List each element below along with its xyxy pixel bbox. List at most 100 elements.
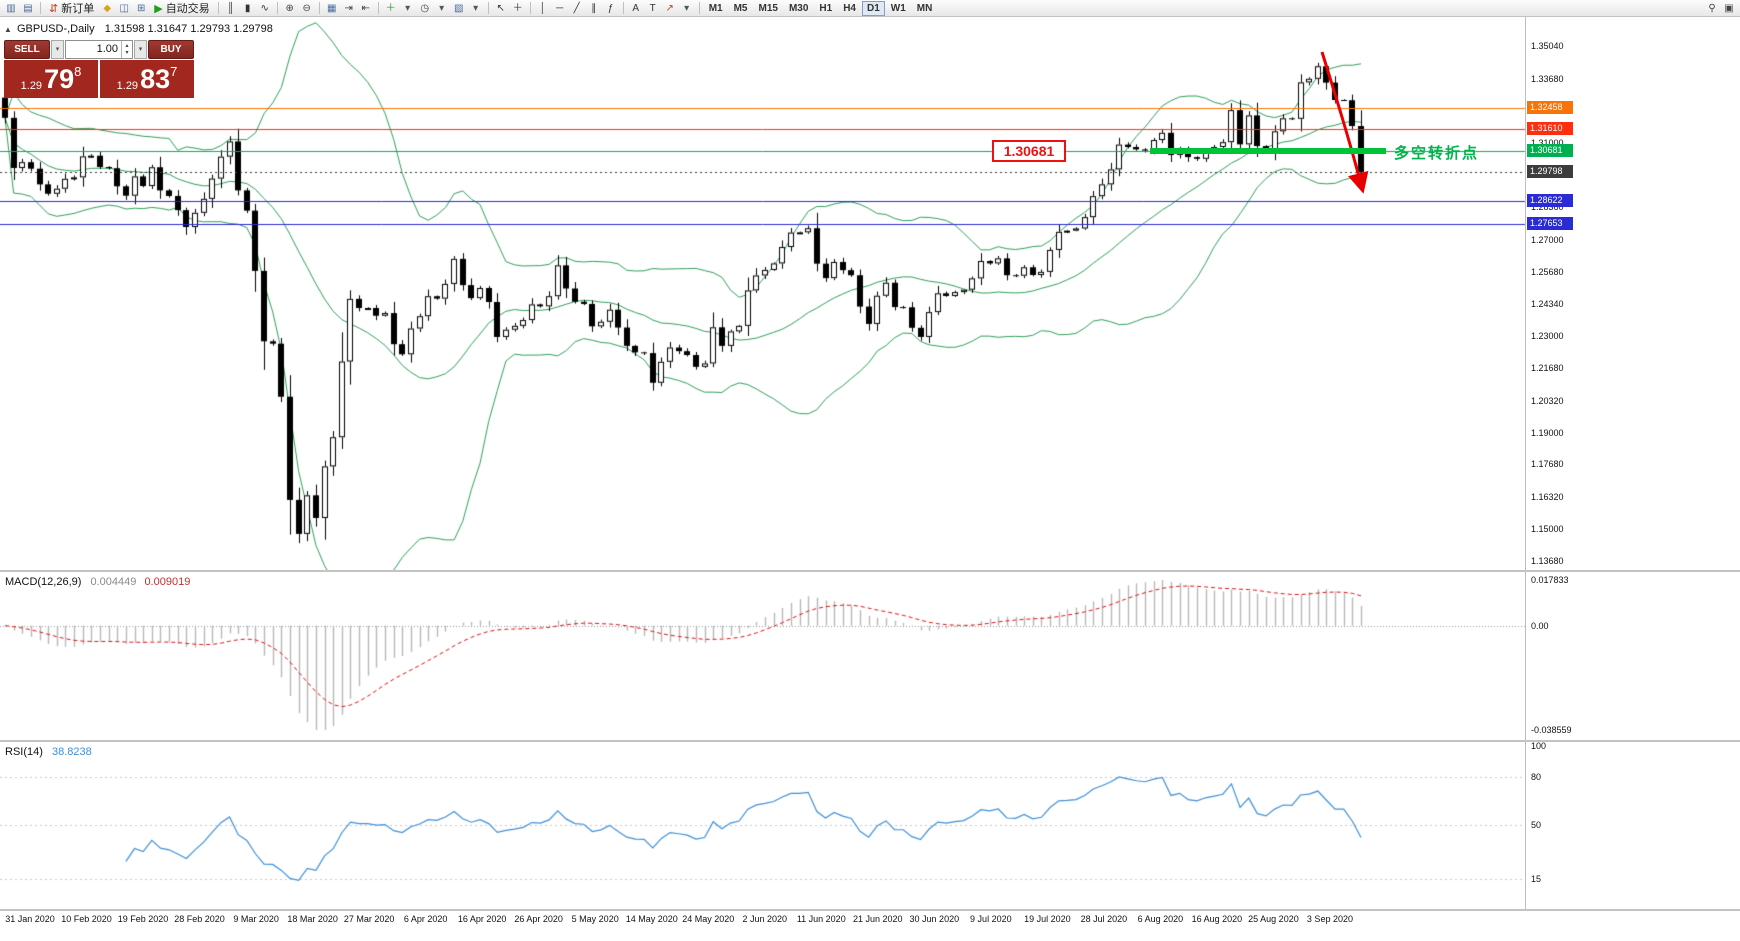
rsi-value: 38.8238 [51,746,92,758]
data-window-icon[interactable]: ◫ [119,2,129,14]
timeframe-button-m30[interactable]: M30 [788,2,809,14]
buy-price-sup: 7 [170,64,178,79]
zoom-out-icon[interactable]: ⊖ [302,2,311,14]
axis-tick: 0.00 [1531,620,1549,631]
pivot-level-line[interactable] [1150,148,1386,154]
price-axis-separator [1525,17,1526,911]
macd-name: MACD(12,26,9) [5,576,82,588]
stepper-down-icon[interactable]: ▾ [125,49,129,56]
rsi-name: RSI(14) [5,746,43,758]
timeframe-button-w1[interactable]: W1 [890,2,906,14]
zoom-in-icon[interactable]: ⊕ [285,2,294,14]
toolbar-separator [529,2,531,14]
pivot-price-callout[interactable]: 1.30681 [992,140,1066,162]
timeframe-button-m5[interactable]: M5 [733,2,748,14]
autotrading-button-icon: ▶ [154,2,163,15]
rsi-panel-canvas[interactable] [0,742,1527,909]
date-tick: 30 Jun 2020 [909,914,960,924]
trendline-icon[interactable]: ╱ [573,2,580,14]
volume-stepper[interactable]: ▴ ▾ [121,41,132,58]
tile-windows-icon[interactable]: ▦ [326,2,337,14]
toolbar-separator [377,2,379,14]
timeframe-button-d1[interactable]: D1 [862,0,885,16]
templates-dropdown-icon[interactable]: ▾ [473,2,479,14]
volume-input[interactable]: 1.00 ▴ ▾ [65,40,133,59]
timeframe-button-m15[interactable]: M15 [758,2,778,14]
bar-chart-icon[interactable]: ║ [227,2,235,14]
arrow-tools-icon[interactable]: ↗ [665,2,674,14]
axis-tick: 1.27000 [1531,234,1564,245]
toolbar-separator [622,2,624,14]
chart-shift-icon[interactable]: ⇤ [361,2,370,14]
channel-icon[interactable]: ∥ [591,2,597,14]
date-tick: 19 Feb 2020 [117,914,169,924]
line-chart-icon[interactable]: ∿ [260,2,269,14]
sell-options-dropdown[interactable]: ▾ [51,40,64,59]
autotrading-button[interactable]: ▶ 自动交易 [150,1,213,16]
macd-panel-canvas[interactable] [0,572,1527,740]
timeframe-button-mn[interactable]: MN [916,2,933,14]
timeframe-button-h1[interactable]: H1 [819,2,833,14]
text-label-icon[interactable]: T [649,2,656,14]
text-icon[interactable]: A [632,2,640,14]
axis-tick: 100 [1531,741,1547,751]
price-tag: 1.31610 [1527,121,1573,135]
buy-options-dropdown[interactable]: ▾ [134,40,147,59]
axis-tick: 1.28360 [1531,202,1564,213]
date-tick: 31 Jan 2020 [5,914,55,924]
fullscreen-icon[interactable]: ▣ [1724,2,1734,14]
candlestick-chart-icon[interactable]: ▮ [244,2,251,14]
fibonacci-icon[interactable]: ƒ [607,2,614,14]
date-tick: 11 Jun 2020 [796,914,846,924]
sell-price-tile[interactable]: 1.29 79 8 [4,60,98,98]
buy-price-big: 83 [140,64,171,94]
panel-splitter-rsi[interactable] [0,740,1740,742]
navigator-icon[interactable]: ⊞ [137,2,146,14]
profiles-icon[interactable]: ▤ [23,2,33,14]
templates-icon[interactable]: ▧ [453,2,464,14]
buy-price-tile[interactable]: 1.29 83 7 [100,60,194,98]
date-tick: 19 Jul 2020 [1024,914,1071,924]
one-click-trade-panel: SELL ▾ 1.00 ▴ ▾ ▾ BUY 1.29 79 8 [4,40,194,98]
date-axis-separator[interactable] [0,909,1740,911]
toolbar-separator [40,2,41,14]
vertical-line-icon[interactable]: │ [539,2,546,14]
trade-panel-collapse-icon[interactable]: ▲ [4,25,12,34]
axis-tick: 1.25680 [1531,266,1564,277]
panel-splitter-macd[interactable] [0,570,1740,572]
new-chart-icon[interactable]: ▥ [6,2,16,14]
axis-tick: 1.21680 [1531,363,1564,374]
date-tick: 24 May 2020 [682,914,735,924]
macd-signal-value: 0.009019 [144,576,191,588]
price-tag: 1.32458 [1527,101,1573,115]
sell-price-sup: 8 [74,64,82,79]
price-tag: 1.27653 [1527,217,1573,231]
cursor-icon[interactable]: ↖ [496,2,505,14]
autotrading-button-label: 自动交易 [165,3,210,15]
date-tick: 10 Feb 2020 [61,914,112,924]
axis-tick: 1.17680 [1531,459,1564,470]
periods-icon[interactable]: ◷ [420,2,430,14]
timeframe-button-h4[interactable]: H4 [843,2,856,14]
auto-scroll-icon[interactable]: ⇥ [344,2,353,14]
axis-tick: 1.31000 [1531,138,1564,148]
crosshair-icon[interactable]: ＋ [512,2,523,14]
horizontal-line-icon[interactable]: ─ [556,2,564,14]
new-order-button[interactable]: ⇵ 新订单 [45,1,98,16]
price-chart-canvas[interactable] [0,17,1527,570]
chart-title: GBPUSD-,Daily 1.31598 1.31647 1.29793 1.… [17,23,273,35]
pivot-note-text[interactable]: 多空转折点 [1394,145,1480,162]
date-tick: 2 Jun 2020 [742,914,788,924]
periods-dropdown-icon[interactable]: ▾ [439,2,445,14]
search-icon[interactable]: ⚲ [1708,2,1716,14]
shapes-dropdown-icon[interactable]: ▾ [684,2,690,14]
buy-button[interactable]: BUY [148,40,194,59]
indicators-icon[interactable]: ＋ [385,2,396,14]
sell-button[interactable]: SELL [4,40,50,59]
metaeditor-icon[interactable]: ◆ [103,2,112,14]
indicators-dropdown-icon[interactable]: ▾ [405,2,411,14]
date-tick: 21 Jun 2020 [853,914,903,924]
stepper-up-icon[interactable]: ▴ [125,42,129,49]
timeframe-button-m1[interactable]: M1 [708,2,723,14]
